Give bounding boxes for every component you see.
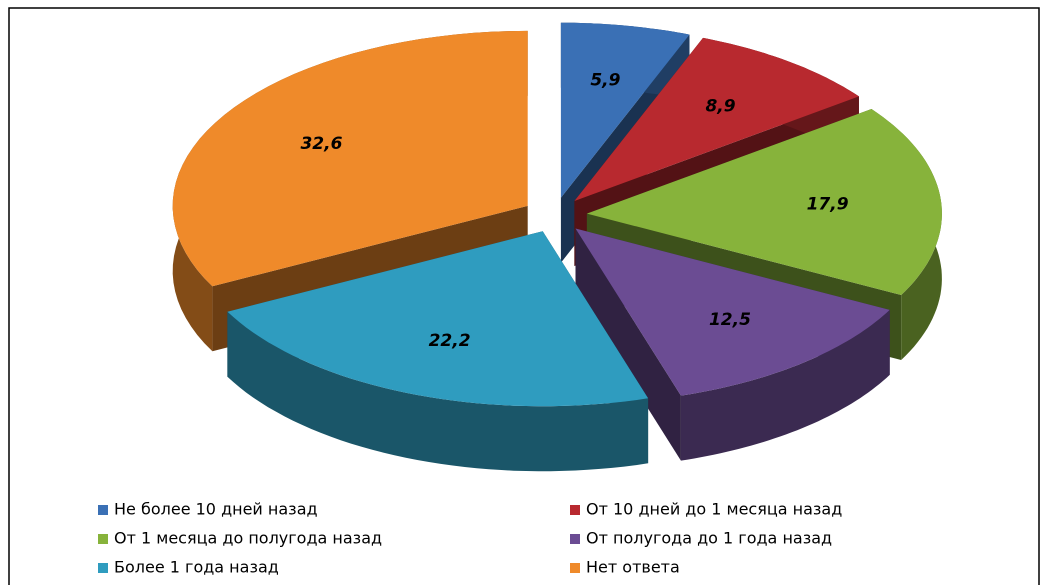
legend-swatch <box>570 563 580 573</box>
legend-label: Нет ответа <box>586 558 680 577</box>
legend-swatch <box>570 505 580 515</box>
slice-top <box>227 231 649 407</box>
legend-label: От полугода до 1 года назад <box>586 529 832 548</box>
legend-label: От 1 месяца до полугода назад <box>114 529 382 548</box>
slice-wall <box>227 311 649 472</box>
data-label: 17,9 <box>807 194 849 214</box>
data-label: 12,5 <box>709 310 751 330</box>
data-label: 32,6 <box>300 134 342 154</box>
slice-top <box>172 30 528 287</box>
slice <box>227 231 649 472</box>
legend-label: Не более 10 дней назад <box>114 500 318 519</box>
legend-label: От 10 дней до 1 месяца назад <box>586 500 842 519</box>
slice-top <box>575 228 890 396</box>
legend-swatch <box>98 505 108 515</box>
data-label: 5,9 <box>590 71 620 91</box>
slice-side <box>575 228 681 461</box>
legend-label: Более 1 года назад <box>114 558 279 577</box>
slice-wall <box>680 309 890 461</box>
legend-swatch <box>98 534 108 544</box>
data-label: 8,9 <box>705 96 735 116</box>
slice-top <box>560 22 690 198</box>
legend-swatch <box>98 563 108 573</box>
data-label: 22,2 <box>429 331 471 351</box>
legend-swatch <box>570 534 580 544</box>
slice <box>575 228 890 461</box>
slice-top <box>586 109 942 295</box>
slice-top <box>574 37 859 202</box>
